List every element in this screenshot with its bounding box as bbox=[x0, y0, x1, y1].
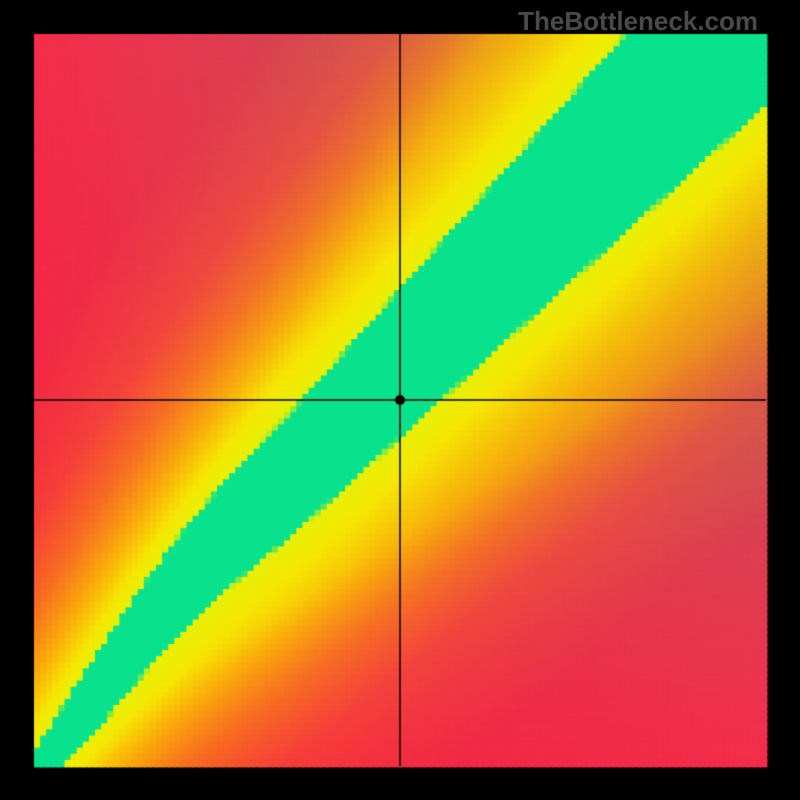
bottleneck-heatmap bbox=[0, 0, 800, 800]
chart-container: TheBottleneck.com bbox=[0, 0, 800, 800]
watermark-text: TheBottleneck.com bbox=[518, 6, 758, 37]
